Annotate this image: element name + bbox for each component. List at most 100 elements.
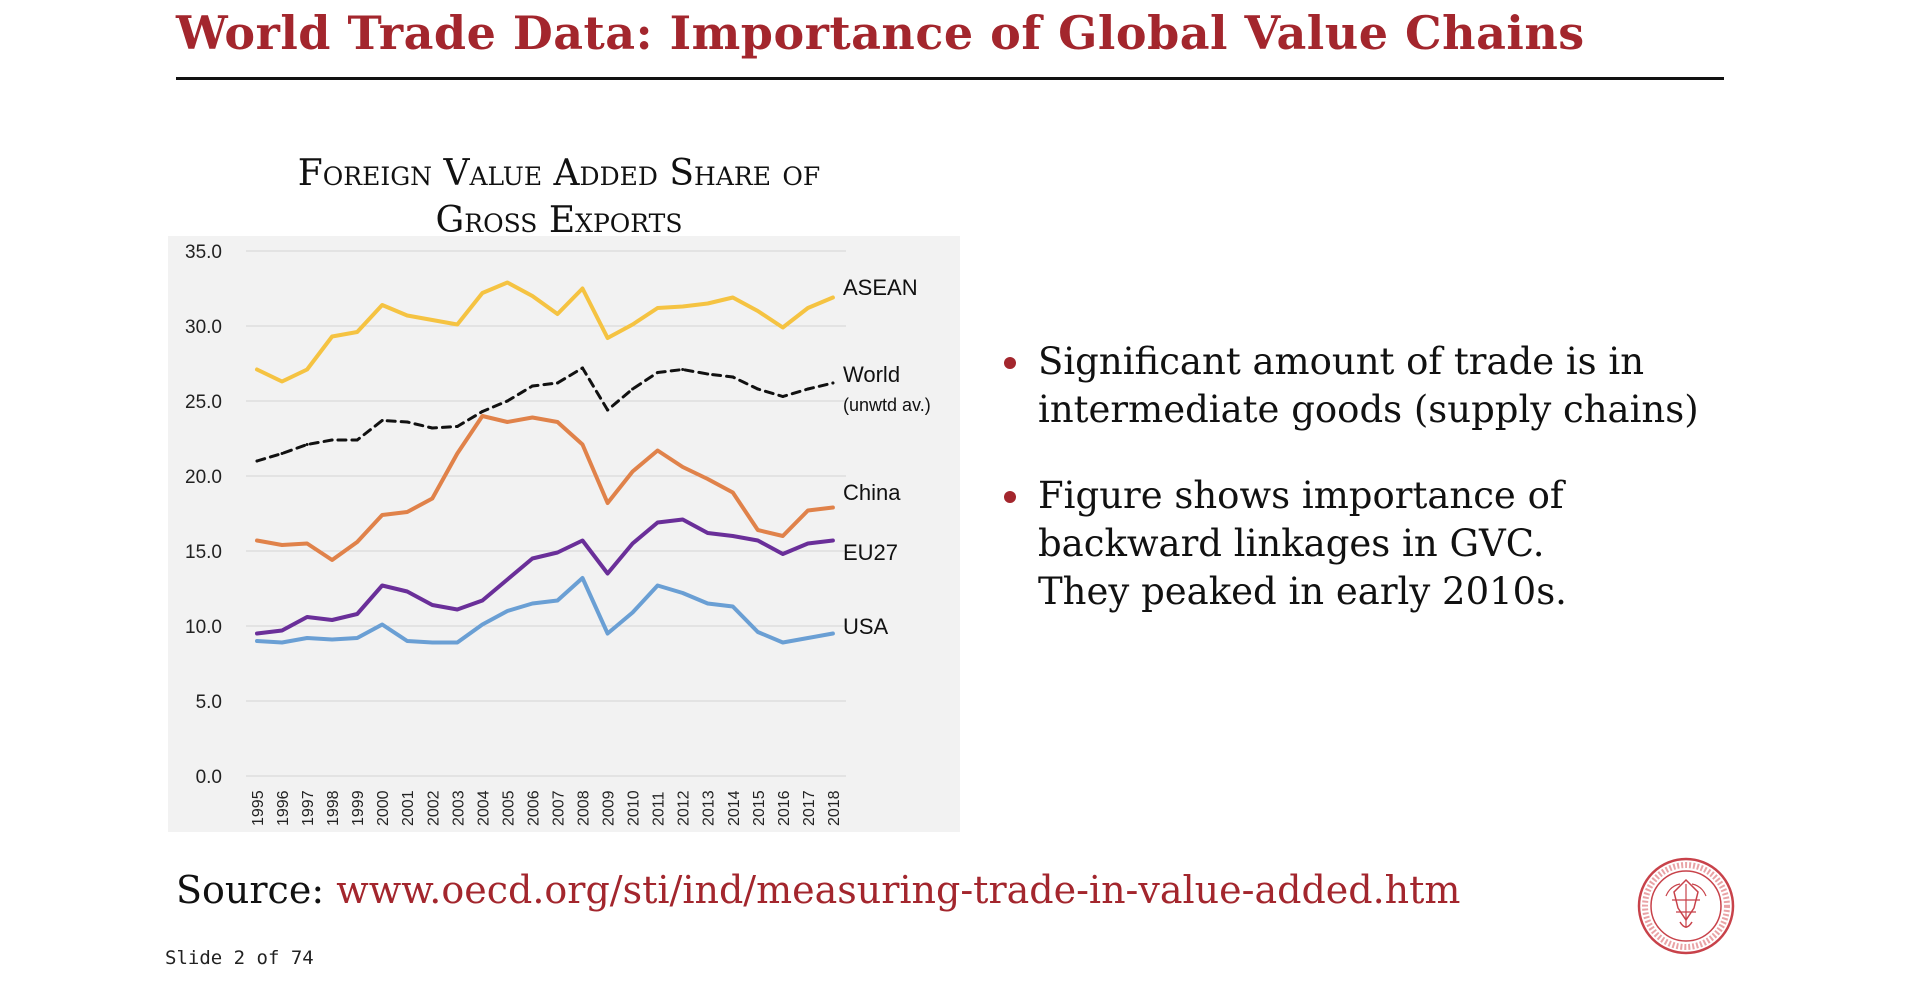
series-line-eu27 (255, 517, 835, 636)
data-point-asean (330, 335, 334, 338)
data-point-world (530, 384, 534, 388)
data-point-china (631, 470, 635, 473)
data-point-asean (405, 314, 409, 317)
data-point-asean (781, 326, 785, 329)
data-point-world (756, 387, 760, 391)
data-point-world (806, 387, 810, 391)
data-point-china (405, 510, 409, 514)
data-point-world (305, 443, 309, 446)
bullet-dot-icon (1004, 491, 1016, 503)
source-line: Source: www.oecd.org/sti/ind/measuring-t… (176, 868, 1460, 912)
data-point-eu27 (255, 632, 259, 635)
data-point-eu27 (505, 578, 509, 581)
data-point-asean (480, 291, 484, 295)
data-point-eu27 (606, 572, 610, 575)
x-tick-label: 2003 (450, 790, 467, 826)
bullet-text-line: intermediate goods (supply chains) (1038, 388, 1699, 431)
data-point-world (706, 372, 710, 376)
data-point-asean (656, 306, 660, 310)
y-tick-label: 5.0 (196, 692, 222, 713)
bullet-list: Significant amount of trade is in interm… (1004, 338, 1724, 654)
data-point-china (430, 497, 434, 500)
y-tick-label: 10.0 (185, 617, 222, 638)
data-point-asean (305, 368, 309, 371)
series-label-china: China (843, 480, 901, 505)
data-point-usa (380, 623, 384, 626)
y-tick-label: 35.0 (185, 242, 222, 263)
data-point-usa (255, 639, 259, 643)
y-tick-label: 0.0 (196, 767, 222, 788)
data-point-world (681, 368, 685, 371)
data-point-world (631, 387, 635, 391)
data-point-china (581, 443, 585, 446)
data-point-china (355, 540, 359, 544)
data-point-usa (831, 632, 835, 635)
bullet-item: Significant amount of trade is in interm… (1004, 338, 1724, 434)
data-point-asean (631, 323, 635, 326)
data-point-asean (430, 318, 434, 322)
data-point-eu27 (280, 629, 284, 632)
data-point-usa (455, 641, 459, 644)
series-line-usa (255, 576, 835, 645)
data-point-usa (731, 605, 735, 608)
slide-title: World Trade Data: Importance of Global V… (176, 6, 1585, 60)
data-point-asean (255, 368, 259, 371)
data-point-asean (530, 294, 534, 298)
x-tick-label: 2018 (826, 790, 843, 826)
data-point-world (606, 408, 610, 412)
data-point-asean (380, 303, 384, 307)
data-point-china (480, 414, 484, 418)
slide-number: Slide 2 of 74 (165, 947, 314, 969)
data-point-world (831, 381, 835, 385)
source-link[interactable]: www.oecd.org/sti/ind/measuring-trade-in-… (336, 868, 1461, 912)
data-point-china (330, 558, 334, 562)
data-point-eu27 (430, 603, 434, 607)
bullet-text-line: They peaked in early 2010s. (1038, 570, 1567, 613)
series-line-china (255, 414, 835, 562)
data-point-usa (430, 641, 434, 644)
data-point-eu27 (405, 590, 409, 593)
data-point-usa (405, 639, 409, 643)
data-point-eu27 (806, 542, 810, 545)
series-label-world: World (843, 362, 900, 387)
chart-area (168, 236, 960, 832)
data-point-asean (581, 287, 585, 290)
data-point-asean (455, 323, 459, 326)
data-point-china (505, 420, 509, 424)
data-point-world (405, 420, 409, 424)
series-line-world (255, 366, 835, 463)
chart-title-line-1: Foreign Value Added Share of (297, 153, 821, 194)
data-point-eu27 (831, 539, 835, 542)
data-point-eu27 (380, 584, 384, 587)
data-point-china (706, 477, 710, 481)
data-point-asean (505, 281, 509, 284)
data-point-world (430, 426, 434, 430)
data-point-eu27 (681, 518, 685, 521)
data-point-asean (756, 309, 760, 313)
data-point-asean (606, 336, 610, 340)
data-point-eu27 (731, 534, 735, 538)
data-point-world (455, 425, 459, 428)
bullet-item: Figure shows importance of backward link… (1004, 472, 1724, 616)
data-point-usa (656, 584, 660, 587)
data-point-china (806, 509, 810, 512)
data-point-china (831, 506, 835, 509)
x-tick-label: 2006 (525, 790, 542, 826)
data-point-asean (555, 312, 559, 316)
data-point-china (781, 534, 785, 538)
data-point-eu27 (631, 542, 635, 545)
data-point-usa (706, 602, 710, 605)
data-point-china (280, 543, 284, 547)
x-tick-label: 1998 (325, 790, 342, 826)
source-label: Source: (176, 868, 325, 912)
data-point-eu27 (480, 599, 484, 602)
data-point-china (255, 539, 259, 542)
data-point-china (606, 501, 610, 505)
x-tick-label: 2016 (776, 790, 793, 826)
series-sublabel-world: (unwtd av.) (843, 395, 931, 415)
data-point-eu27 (330, 618, 334, 622)
data-point-china (530, 416, 534, 419)
data-point-usa (505, 609, 509, 613)
data-point-world (280, 452, 284, 455)
data-point-eu27 (530, 557, 534, 560)
